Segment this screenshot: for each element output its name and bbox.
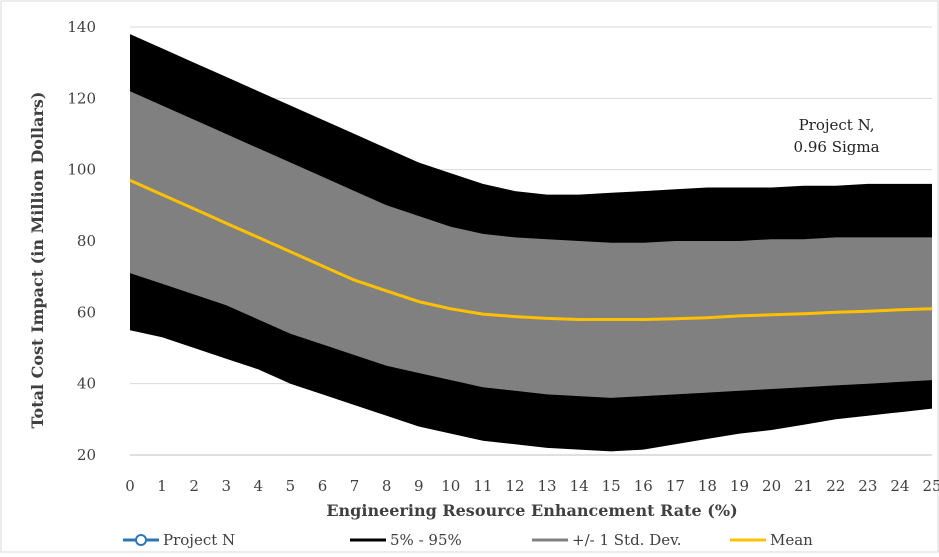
y-tick-label: 140: [67, 18, 96, 36]
x-axis-title: Engineering Resource Enhancement Rate (%…: [326, 501, 737, 520]
x-tick-label: 15: [602, 477, 621, 495]
y-tick-label: 120: [67, 89, 96, 107]
annotation-text: 0.96 Sigma: [794, 138, 880, 156]
x-tick-label: 11: [473, 477, 492, 495]
x-tick-label: 22: [826, 477, 845, 495]
x-tick-label: 2: [189, 477, 199, 495]
legend-label: 5% - 95%: [390, 531, 462, 549]
x-tick-label: 3: [221, 477, 231, 495]
bands: [130, 34, 932, 452]
x-tick-label: 23: [858, 477, 877, 495]
y-tick-label: 100: [67, 161, 96, 179]
lines: [129, 179, 933, 321]
x-tick-label: 9: [414, 477, 424, 495]
x-tick-label: 12: [505, 477, 524, 495]
annotation: Project N, 0.96 Sigma: [794, 116, 880, 227]
x-tick-label: 20: [762, 477, 781, 495]
y-tick-label: 20: [77, 446, 96, 464]
line-mean: [129, 179, 933, 321]
x-tick-label: 13: [537, 477, 556, 495]
x-tick-label: 21: [794, 477, 813, 495]
x-tick-label: 17: [666, 477, 685, 495]
annotation-leader: [821, 198, 828, 227]
band--1-std-dev-: [130, 91, 932, 398]
x-tick-label: 18: [698, 477, 717, 495]
x-tick-label: 5: [286, 477, 296, 495]
x-tick-label: 24: [890, 477, 909, 495]
x-tick-label: 4: [254, 477, 264, 495]
x-tick-label: 14: [570, 477, 589, 495]
x-tick-label: 25: [922, 477, 939, 495]
annotation-text: Project N,: [799, 116, 875, 134]
x-tick-label: 0: [125, 477, 135, 495]
x-tick-label: 10: [441, 477, 460, 495]
x-tick-label: 19: [730, 477, 749, 495]
legend-label: +/- 1 Std. Dev.: [572, 531, 682, 549]
legend-marker: [135, 534, 147, 546]
y-axis-title: Total Cost Impact (in Million Dollars): [28, 91, 47, 428]
legend-label: Project N: [163, 531, 235, 549]
legend-label: Mean: [770, 531, 813, 549]
x-tick-label: 6: [318, 477, 328, 495]
x-tick-label: 8: [382, 477, 392, 495]
y-tick-label: 40: [77, 375, 96, 393]
y-tick-label: 80: [77, 232, 96, 250]
y-tick-label: 60: [77, 303, 96, 321]
x-tick-label: 1: [157, 477, 167, 495]
x-tick-label: 16: [634, 477, 653, 495]
legend: Project N 5% - 95% +/- 1 Std. Dev. Mean: [123, 531, 813, 549]
x-tick-label: 7: [350, 477, 360, 495]
